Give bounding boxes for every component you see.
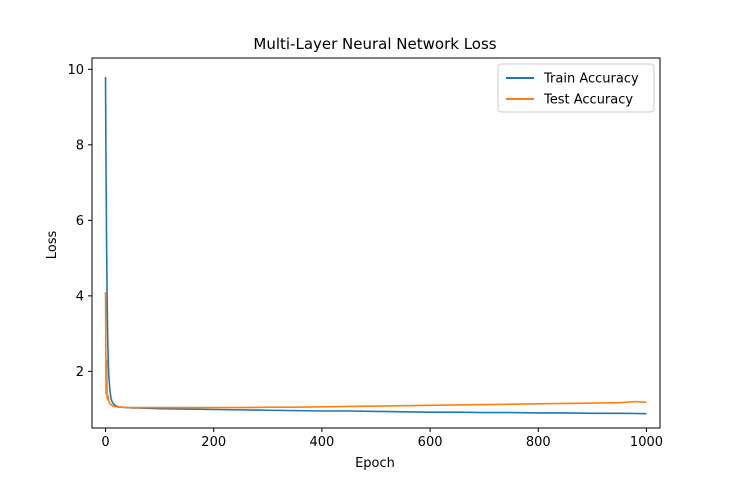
x-tick-label: 0 [101,435,109,450]
legend-label: Train Accuracy [543,72,639,87]
series-line-test-accuracy [104,292,647,409]
chart-title: Multi-Layer Neural Network Loss [253,35,496,53]
x-tick-label: 600 [418,435,443,450]
y-tick-label: 8 [76,138,84,153]
x-tick-label: 1000 [630,435,663,450]
legend-label: Test Accuracy [543,93,633,108]
y-tick-label: 2 [76,365,84,380]
y-tick-label: 4 [76,289,84,304]
legend: Train Accuracy Test Accuracy [497,63,655,113]
series-line-train-accuracy [104,76,647,415]
axes: 0 200 400 600 800 1000 2 4 6 8 10 [67,57,663,450]
y-axis-title: Loss [45,231,60,260]
x-tick-label: 800 [526,435,551,450]
x-tick-label: 200 [201,435,226,450]
plot-area [104,76,647,415]
plot-frame [91,57,661,429]
y-tick-label: 10 [67,63,84,78]
y-tick-label: 6 [76,214,84,229]
legend-box [497,63,655,113]
x-axis-title: Epoch [355,456,395,471]
x-tick-label: 400 [309,435,334,450]
